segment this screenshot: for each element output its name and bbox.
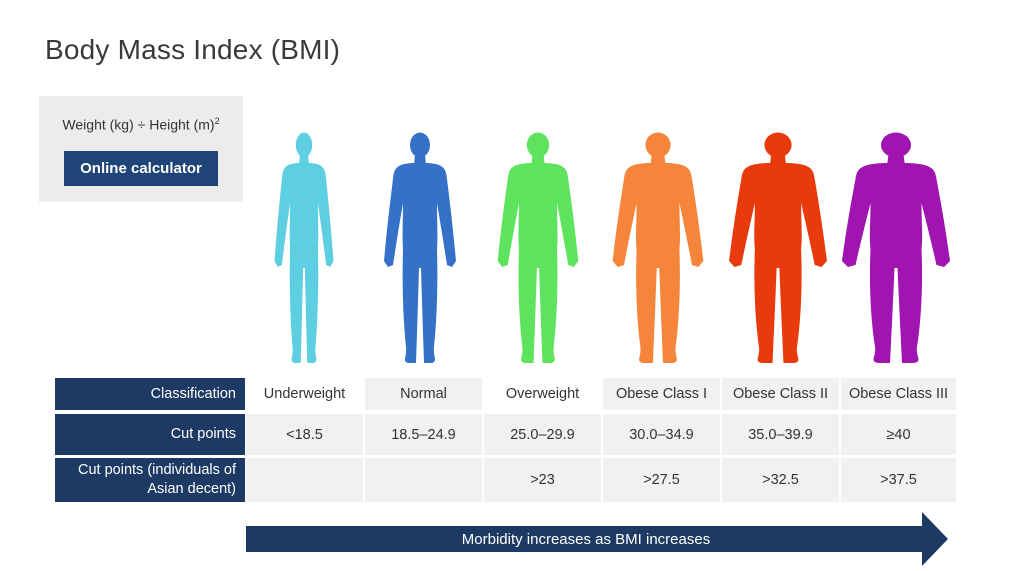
cut-obese-3: ≥40	[841, 414, 956, 455]
figure-obese-class-3	[842, 132, 950, 363]
cut-normal: 18.5–24.9	[365, 414, 482, 455]
formula-text: Weight (kg) ÷ Height (m)	[62, 116, 215, 133]
asian-obese-1: >27.5	[603, 458, 720, 502]
asian-obese-3: >37.5	[841, 458, 956, 502]
page-title: Body Mass Index (BMI)	[45, 34, 341, 65]
row-header-cut-points-asian: Cut points (individuals of Asian decent)	[55, 458, 245, 502]
body-silhouettes	[274, 132, 950, 363]
morbidity-arrow	[246, 512, 948, 566]
figure-overweight	[497, 132, 579, 363]
online-calculator-button[interactable]: Online calculator	[64, 151, 218, 186]
figure-obese-class-1	[612, 132, 704, 363]
bmi-formula: Weight (kg) ÷ Height (m)2	[39, 116, 243, 133]
cut-underweight: <18.5	[246, 414, 363, 455]
formula-box: Weight (kg) ÷ Height (m)2 Online calcula…	[39, 96, 243, 202]
row-header-cut-points: Cut points	[55, 414, 245, 455]
figure-normal	[384, 132, 456, 363]
row-header-classification: Classification	[55, 378, 245, 410]
formula-exponent: 2	[214, 116, 220, 126]
class-underweight: Underweight	[263, 386, 346, 402]
asian-underweight	[246, 458, 363, 502]
asian-obese-2: >32.5	[722, 458, 839, 502]
cut-overweight: 25.0–29.9	[484, 414, 601, 455]
cut-obese-2: 35.0–39.9	[722, 414, 839, 455]
asian-normal	[365, 458, 482, 502]
class-obese-3: Obese Class III	[841, 378, 956, 410]
cut-obese-1: 30.0–34.9	[603, 414, 720, 455]
class-obese-2: Obese Class II	[722, 378, 839, 410]
asian-overweight: >23	[484, 458, 601, 502]
class-normal: Normal	[365, 378, 482, 410]
figure-obese-class-2	[729, 132, 827, 363]
arrow-label: Morbidity increases as BMI increases	[461, 531, 711, 548]
class-obese-1: Obese Class I	[603, 378, 720, 410]
class-overweight: Overweight	[505, 386, 580, 402]
figure-underweight	[274, 132, 334, 363]
